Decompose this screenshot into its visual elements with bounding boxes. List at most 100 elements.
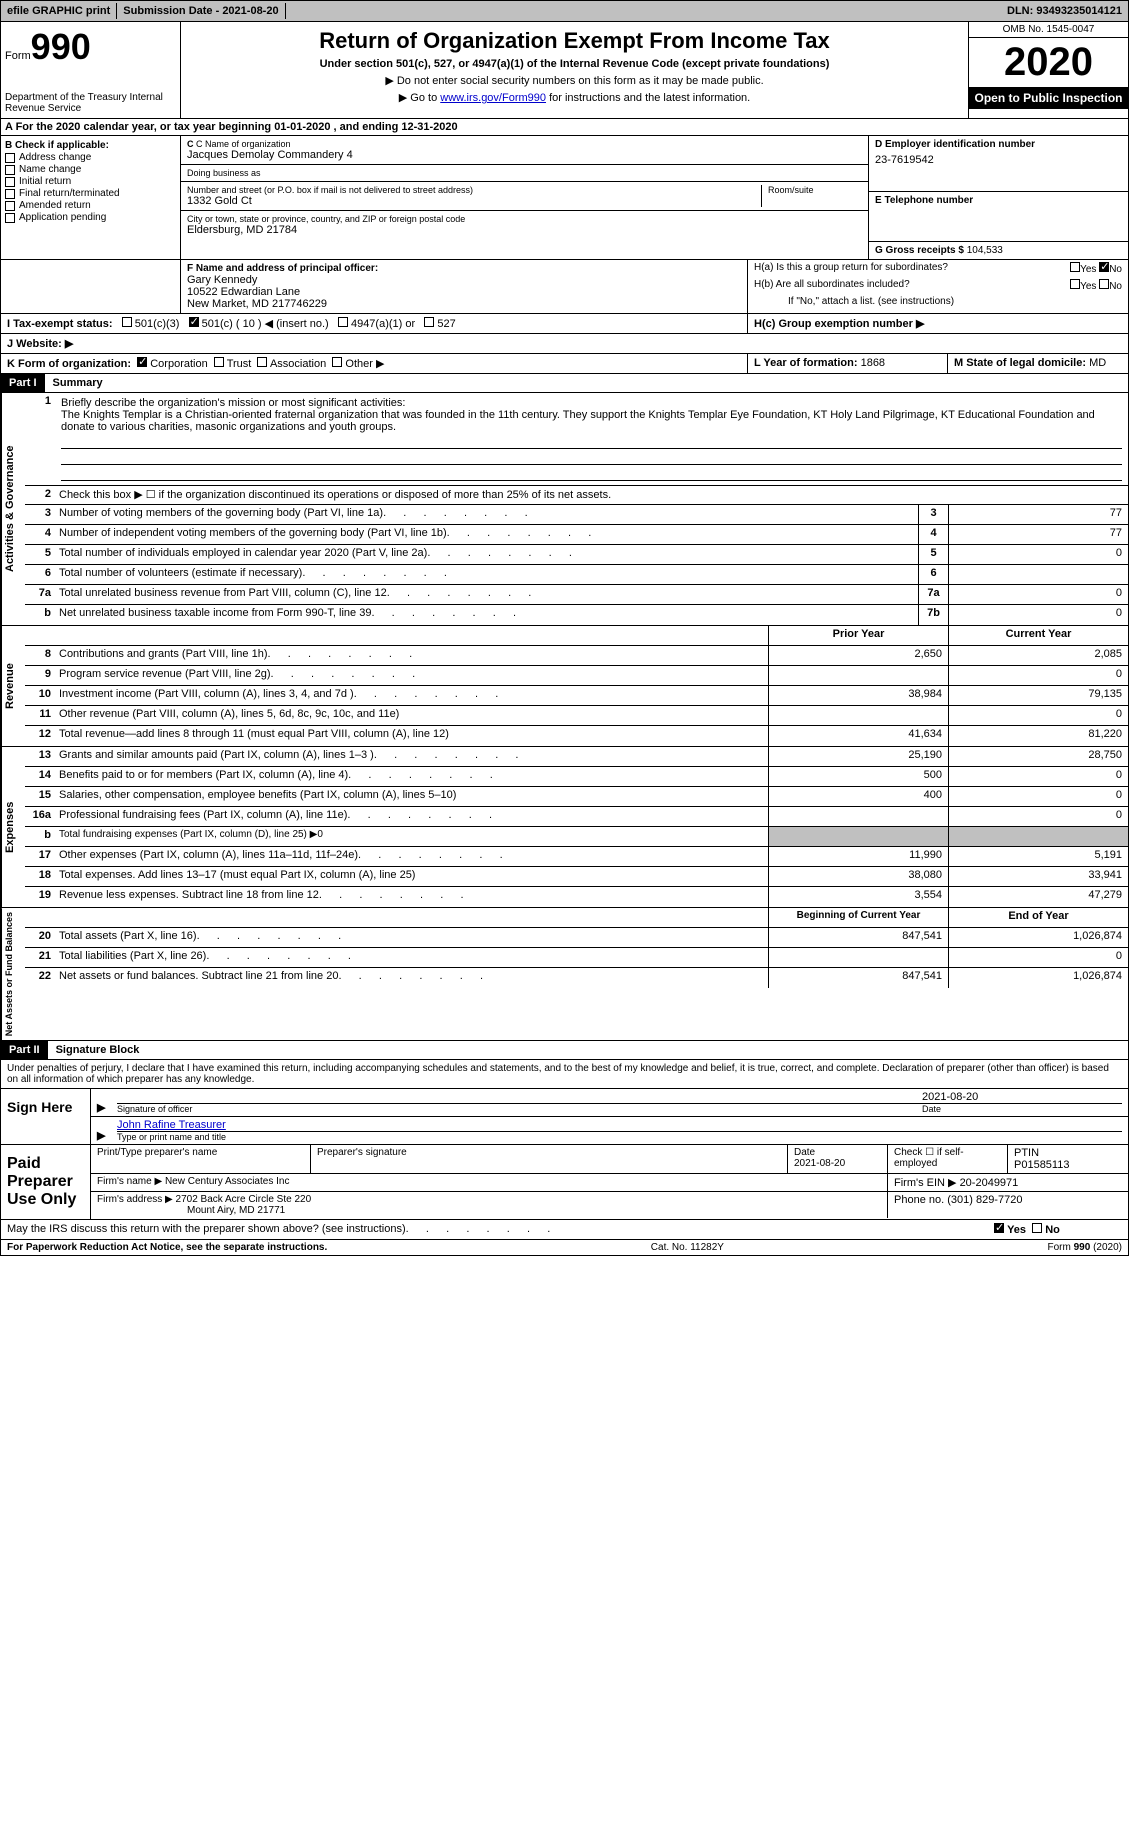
firm-ein-value: 20-2049971: [960, 1177, 1019, 1189]
declaration-text: Under penalties of perjury, I declare th…: [0, 1060, 1129, 1089]
section-f: F Name and address of principal officer:…: [181, 260, 748, 313]
city-value: Eldersburg, MD 21784: [187, 224, 862, 236]
prep-date-label: Date: [794, 1147, 881, 1158]
line-20-eoy: 1,026,874: [948, 928, 1128, 947]
line-13: Grants and similar amounts paid (Part IX…: [55, 747, 768, 766]
line-9-current: 0: [948, 666, 1128, 685]
form-header: Form990 Department of the Treasury Inter…: [0, 22, 1129, 119]
row-klm: K Form of organization: Corporation Trus…: [0, 354, 1129, 374]
hb-no-checkbox[interactable]: [1099, 279, 1109, 289]
amended-return-checkbox[interactable]: [5, 201, 15, 211]
trust-checkbox[interactable]: [214, 357, 224, 367]
part1-header: Part I: [1, 374, 45, 392]
line-21-eoy: 0: [948, 948, 1128, 967]
assoc-checkbox[interactable]: [257, 357, 267, 367]
typed-name-label: Type or print name and title: [117, 1131, 1122, 1142]
form-note-1: ▶ Do not enter social security numbers o…: [187, 74, 962, 87]
dept-label: Department of the Treasury Internal Reve…: [5, 92, 176, 114]
hb-label: H(b) Are all subordinates included?: [754, 279, 1070, 292]
line-12-current: 81,220: [948, 726, 1128, 746]
discuss-no-checkbox[interactable]: [1032, 1223, 1042, 1233]
line-11: Other revenue (Part VIII, column (A), li…: [55, 706, 768, 725]
prep-name-label: Print/Type preparer's name: [91, 1145, 311, 1173]
footer-mid: Cat. No. 11282Y: [651, 1242, 724, 1253]
ha-yes-checkbox[interactable]: [1070, 262, 1080, 272]
street-label: Number and street (or P.O. box if mail i…: [187, 185, 761, 195]
current-year-header: Current Year: [948, 626, 1128, 645]
sig-officer-label: Signature of officer: [117, 1103, 922, 1114]
hb-yes-checkbox[interactable]: [1070, 279, 1080, 289]
527-checkbox[interactable]: [424, 317, 434, 327]
corp-checkbox[interactable]: [137, 357, 147, 367]
application-pending-checkbox[interactable]: [5, 213, 15, 223]
part1-title: Summary: [45, 377, 103, 389]
form-note-2: ▶ Go to www.irs.gov/Form990 for instruct…: [187, 91, 962, 104]
other-checkbox[interactable]: [332, 357, 342, 367]
prior-year-header: Prior Year: [768, 626, 948, 645]
line-12-prior: 41,634: [768, 726, 948, 746]
line-10: Investment income (Part VIII, column (A)…: [55, 686, 768, 705]
irs-link[interactable]: www.irs.gov/Form990: [440, 92, 546, 104]
prep-date-value: 2021-08-20: [794, 1158, 881, 1169]
501c3-checkbox[interactable]: [122, 317, 132, 327]
line-22-boy: 847,541: [768, 968, 948, 988]
line-6-value: [948, 565, 1128, 584]
mission-label: Briefly describe the organization's miss…: [61, 397, 1122, 409]
tax-exempt-label: I Tax-exempt status:: [7, 318, 113, 330]
expenses-vlabel: Expenses: [1, 747, 25, 907]
omb-label: OMB No. 1545-0047: [969, 22, 1128, 38]
name-change-checkbox[interactable]: [5, 165, 15, 175]
officer-label: F Name and address of principal officer:: [187, 263, 741, 274]
line-16b-prior: [768, 827, 948, 846]
line-18-prior: 38,080: [768, 867, 948, 886]
line-3: Number of voting members of the governin…: [55, 505, 918, 524]
efile-print-label[interactable]: efile GRAPHIC print: [1, 3, 117, 19]
row-j: J Website: ▶: [0, 334, 1129, 354]
firm-phone-label: Phone no.: [894, 1194, 944, 1206]
room-label: Room/suite: [768, 185, 862, 195]
line-16b-current: [948, 827, 1128, 846]
501c-checkbox[interactable]: [189, 317, 199, 327]
line-16a-current: 0: [948, 807, 1128, 826]
4947-checkbox[interactable]: [338, 317, 348, 327]
ha-no-checkbox[interactable]: [1099, 262, 1109, 272]
org-name-label: C C Name of organization: [187, 139, 862, 149]
year-formation-value: 1868: [861, 357, 885, 369]
boy-header: Beginning of Current Year: [768, 908, 948, 927]
paid-preparer-section: Paid Preparer Use Only Print/Type prepar…: [0, 1145, 1129, 1220]
netassets-vlabel: Net Assets or Fund Balances: [1, 908, 25, 1040]
form-org-label: K Form of organization:: [7, 358, 131, 370]
line-16b: Total fundraising expenses (Part IX, col…: [55, 827, 768, 846]
initial-return-checkbox[interactable]: [5, 177, 15, 187]
form-number: 990: [31, 26, 91, 67]
ein-label: D Employer identification number: [875, 139, 1122, 150]
line-22: Net assets or fund balances. Subtract li…: [55, 968, 768, 988]
sign-here-section: Sign Here ▶ Signature of officer 2021-08…: [0, 1089, 1129, 1145]
sig-date-value: 2021-08-20: [922, 1091, 1122, 1103]
footer-left: For Paperwork Reduction Act Notice, see …: [7, 1242, 327, 1253]
final-return-checkbox[interactable]: [5, 189, 15, 199]
line-7b-value: 0: [948, 605, 1128, 625]
discuss-yes-checkbox[interactable]: [994, 1223, 1004, 1233]
line-18: Total expenses. Add lines 13–17 (must eq…: [55, 867, 768, 886]
hb-note: If "No," attach a list. (see instruction…: [748, 294, 1128, 309]
arrow-icon: ▶: [97, 1129, 117, 1142]
part1-header-row: Part I Summary: [0, 374, 1129, 393]
firm-addr1: 2702 Back Acre Circle Ste 220: [176, 1194, 312, 1205]
line-13-prior: 25,190: [768, 747, 948, 766]
activities-vlabel: Activities & Governance: [1, 393, 25, 625]
line-20-boy: 847,541: [768, 928, 948, 947]
section-bcde: B Check if applicable: Address change Na…: [0, 136, 1129, 260]
self-employed-label: Check ☐ if self-employed: [888, 1145, 1008, 1173]
line-17: Other expenses (Part IX, column (A), lin…: [55, 847, 768, 866]
line-15-current: 0: [948, 787, 1128, 806]
address-change-checkbox[interactable]: [5, 153, 15, 163]
line-19-prior: 3,554: [768, 887, 948, 907]
line-12: Total revenue—add lines 8 through 11 (mu…: [55, 726, 768, 746]
gross-receipts-label: G Gross receipts $: [875, 245, 964, 256]
officer-name: Gary Kennedy: [187, 274, 741, 286]
line-5: Total number of individuals employed in …: [55, 545, 918, 564]
line-7a-value: 0: [948, 585, 1128, 604]
section-b: B Check if applicable: Address change Na…: [1, 136, 181, 259]
website-label: J Website: ▶: [1, 334, 1128, 353]
